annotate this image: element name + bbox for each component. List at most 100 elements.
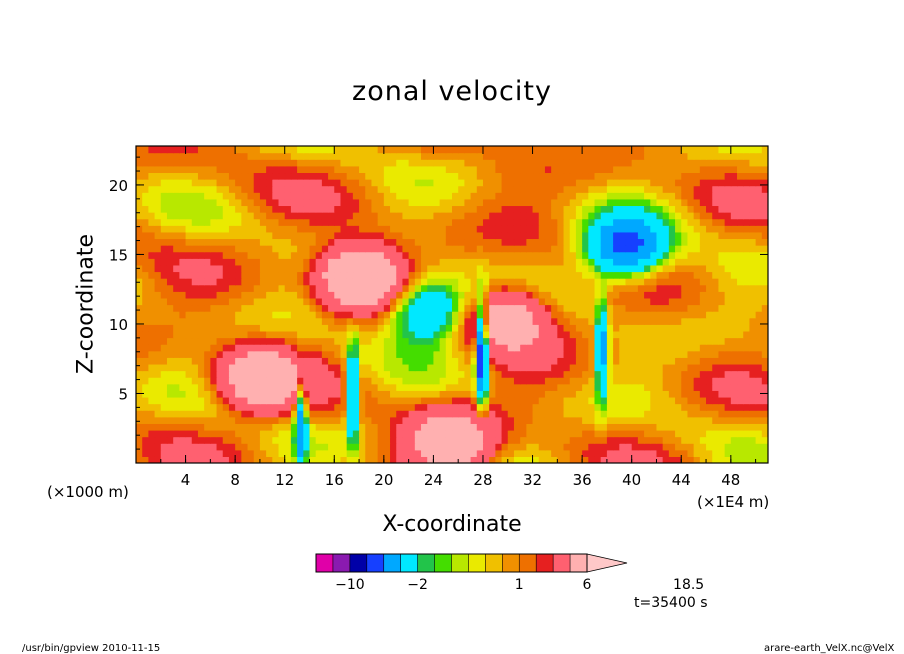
field-cell: [278, 390, 286, 398]
field-cell: [359, 436, 366, 444]
field-cell: [699, 357, 707, 365]
field-cell: [371, 429, 379, 438]
field-cell: [520, 456, 527, 463]
field-cell: [303, 396, 311, 405]
field-cell: [594, 403, 602, 411]
field-cell: [675, 443, 682, 451]
field-cell: [371, 344, 379, 352]
field-cell: [173, 258, 180, 266]
field-cell: [340, 146, 348, 154]
field-cell: [290, 403, 298, 411]
field-cell: [228, 165, 236, 174]
field-cell: [377, 291, 385, 299]
field-cell: [613, 231, 620, 240]
field-cell: [427, 350, 435, 358]
field-cell: [569, 152, 577, 160]
field-cell: [476, 403, 484, 411]
field-cell: [625, 278, 633, 286]
field-cell: [433, 165, 441, 174]
field-cell: [154, 357, 162, 365]
field-cell: [650, 423, 658, 431]
field-cell: [625, 264, 633, 273]
field-cell: [191, 377, 199, 385]
field-cell: [185, 330, 193, 339]
field-cell: [718, 383, 726, 391]
field-cell: [495, 159, 503, 167]
field-cell: [328, 238, 335, 246]
field-cell: [557, 284, 565, 292]
field-cell: [619, 225, 627, 233]
field-cell: [464, 410, 472, 418]
field-cell: [166, 344, 174, 352]
field-cell: [619, 212, 627, 220]
field-cell: [482, 304, 490, 312]
field-cell: [383, 436, 391, 444]
field-cell: [210, 212, 218, 220]
field-cell: [718, 403, 726, 411]
field-cell: [433, 396, 441, 405]
field-cell: [191, 278, 199, 286]
field-cell: [613, 436, 620, 444]
field-cell: [303, 251, 311, 259]
field-cell: [396, 264, 404, 273]
field-cell: [334, 159, 342, 167]
field-cell: [136, 396, 143, 405]
field-cell: [197, 429, 205, 438]
field-cell: [383, 304, 391, 312]
field-cell: [315, 311, 323, 319]
field-cell: [668, 449, 676, 457]
field-cell: [173, 456, 180, 463]
field-cell: [142, 317, 149, 325]
field-cell: [321, 185, 329, 193]
field-cell: [575, 165, 583, 174]
field-cell: [359, 390, 366, 398]
field-cell: [315, 238, 323, 246]
field-cell: [346, 179, 354, 187]
field-cell: [532, 264, 540, 273]
field-cell: [656, 185, 664, 193]
field-cell: [588, 245, 596, 253]
field-cell: [687, 284, 695, 292]
field-cell: [668, 337, 676, 345]
field-cell: [216, 449, 224, 457]
field-cell: [476, 344, 484, 352]
field-cell: [272, 311, 280, 319]
field-cell: [687, 416, 695, 424]
field-cell: [359, 185, 366, 193]
field-cell: [687, 218, 695, 226]
field-cell: [179, 231, 187, 240]
field-cell: [197, 436, 205, 444]
field-cell: [600, 258, 608, 266]
field-cell: [259, 350, 267, 358]
field-cell: [458, 165, 465, 174]
field-cell: [365, 324, 373, 332]
field-cell: [495, 172, 503, 180]
field-cell: [476, 291, 484, 299]
field-cell: [699, 311, 707, 319]
field-cell: [390, 337, 397, 345]
field-cell: [346, 383, 354, 391]
field-cell: [594, 363, 602, 372]
field-cell: [346, 271, 354, 279]
field-cell: [600, 185, 608, 193]
field-cell: [668, 159, 676, 167]
field-cell: [359, 350, 366, 358]
field-cell: [452, 231, 459, 240]
field-cell: [551, 324, 558, 332]
field-cell: [179, 278, 187, 286]
field-cell: [136, 212, 143, 220]
field-cell: [315, 205, 323, 213]
field-cell: [613, 258, 620, 266]
field-cell: [637, 390, 645, 398]
field-cell: [408, 245, 416, 253]
field-cell: [656, 436, 664, 444]
field-cell: [644, 218, 651, 226]
field-cell: [253, 284, 261, 292]
field-cell: [390, 429, 397, 438]
field-cell: [235, 449, 242, 457]
field-cell: [551, 271, 558, 279]
field-cell: [185, 172, 193, 180]
field-cell: [606, 238, 614, 246]
field-cell: [266, 449, 273, 457]
field-cell: [334, 192, 342, 200]
